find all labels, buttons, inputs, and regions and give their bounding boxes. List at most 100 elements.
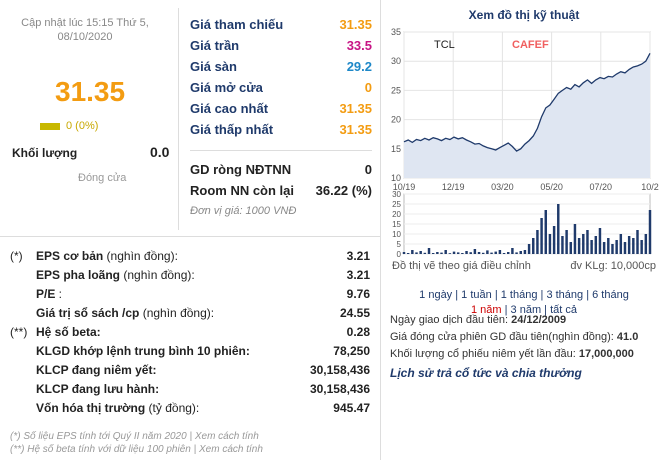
volume-bar bbox=[640, 240, 643, 254]
volume-value: 0.0 bbox=[150, 144, 170, 160]
fundamental-name: P/E bbox=[36, 286, 56, 301]
footnote-mark: (*) bbox=[10, 248, 23, 263]
fundamental-value: 30,158,436 bbox=[309, 381, 370, 396]
fundamental-value: 30,158,436 bbox=[309, 362, 370, 377]
volume-bar bbox=[415, 252, 418, 254]
volume-bar bbox=[590, 240, 593, 254]
range-option[interactable]: 3 tháng bbox=[546, 289, 584, 301]
x-tick-label: 05/20 bbox=[540, 182, 563, 192]
fundamental-label: KLCP đang niêm yết: bbox=[10, 363, 156, 377]
volume-bar bbox=[423, 252, 427, 254]
volume-bar bbox=[594, 236, 598, 254]
volume-bar bbox=[644, 234, 648, 254]
fundamental-value: 78,250 bbox=[333, 343, 370, 358]
fundamental-label: P/E : bbox=[10, 287, 62, 301]
volume-bar bbox=[406, 253, 410, 254]
listing-info: Ngày giao dịch đầu tiên: 24/12/2009 Giá … bbox=[390, 312, 638, 382]
footnote-mark bbox=[10, 401, 36, 415]
range-option[interactable]: tất cả bbox=[550, 304, 578, 316]
footnote-beta[interactable]: (**) Hệ số beta tính với dữ liệu 100 phi… bbox=[10, 444, 263, 455]
fundamental-value: 0.28 bbox=[346, 324, 370, 339]
price-value: 31.35 bbox=[339, 17, 372, 32]
volume-bar bbox=[448, 253, 452, 254]
footnote-eps[interactable]: (*) Số liệu EPS tính tới Quý II năm 2020… bbox=[10, 431, 259, 442]
volume-bar bbox=[519, 251, 522, 254]
volume-bar bbox=[532, 238, 535, 254]
volume-tick-label: 20 bbox=[392, 210, 401, 219]
price-row: Giá sàn 29.2 bbox=[190, 56, 372, 77]
volume-bar bbox=[569, 242, 573, 254]
fundamental-name: KLGD khớp lệnh trung bình 10 phiên: bbox=[36, 343, 250, 358]
footnote-mark: (**) bbox=[10, 324, 28, 339]
volume-bar bbox=[573, 224, 577, 254]
footnote-mark bbox=[10, 268, 36, 282]
volume-bar bbox=[427, 248, 431, 254]
fundamental-name: EPS pha loãng bbox=[36, 267, 121, 282]
volume-bar bbox=[582, 234, 585, 254]
divider bbox=[190, 150, 372, 151]
volume-bar bbox=[561, 236, 564, 254]
chart-title-link[interactable]: Xem đồ thị kỹ thuật bbox=[468, 8, 580, 22]
volume-bar bbox=[557, 204, 560, 254]
price-value: 33.5 bbox=[346, 38, 372, 53]
fundamental-label: Giá trị sổ sách /cp (nghìn đồng): bbox=[10, 306, 214, 320]
volume-bar bbox=[477, 252, 481, 254]
fundamental-name: Giá trị sổ sách /cp bbox=[36, 305, 140, 320]
fundamental-row: EPS pha loãng (nghìn đồng): 3.21 bbox=[10, 265, 370, 284]
current-price: 31.35 bbox=[55, 76, 126, 107]
fundamental-row: Vốn hóa thị trường (tỷ đồng): 945.47 bbox=[10, 398, 370, 417]
y-tick-label: 15 bbox=[391, 144, 401, 154]
fundamental-row: (*) EPS cơ bản (nghìn đồng): 3.21 bbox=[10, 246, 370, 265]
price-value: 29.2 bbox=[346, 59, 372, 74]
fundamental-label: KLGD khớp lệnh trung bình 10 phiên: bbox=[10, 344, 250, 358]
y-tick-label: 25 bbox=[391, 85, 401, 95]
footnote-mark bbox=[10, 344, 36, 358]
fundamentals-table: (*) EPS cơ bản (nghìn đồng): 3.21 EPS pha l… bbox=[10, 246, 370, 417]
x-tick-label: 03/20 bbox=[491, 182, 514, 192]
price-row: Giá trần 33.5 bbox=[190, 35, 372, 56]
volume-bar bbox=[598, 228, 602, 254]
fundamental-name: KLCP đang lưu hành: bbox=[36, 381, 160, 396]
volume-bar bbox=[577, 238, 581, 254]
change-value: 0 (0%) bbox=[66, 120, 99, 132]
footnote-mark bbox=[10, 287, 36, 301]
price-unit: Đơn vị giá: 1000 VNĐ bbox=[190, 205, 297, 217]
volume-bar bbox=[611, 244, 614, 254]
volume-tick-label: 30 bbox=[392, 190, 401, 199]
first-close-price: Giá đóng cửa phiên GD đầu tiên(nghìn đồn… bbox=[390, 331, 639, 343]
chart-note-volume-unit: đv KLg: 10,000cp bbox=[570, 260, 656, 272]
y-tick-label: 35 bbox=[391, 27, 401, 37]
change-bar-icon bbox=[40, 122, 60, 130]
dividend-history-link[interactable]: Lịch sử trả cổ tức và chia thưởng bbox=[390, 366, 582, 380]
volume-bar bbox=[544, 210, 547, 254]
x-tick-label: 10/2 bbox=[641, 182, 659, 192]
volume-bar bbox=[440, 252, 443, 254]
volume-tick-label: 15 bbox=[392, 220, 401, 229]
volume-bar bbox=[586, 230, 589, 254]
footnote-mark bbox=[10, 363, 36, 377]
volume-bar bbox=[536, 230, 539, 254]
range-option[interactable]: 1 tuần bbox=[461, 289, 492, 301]
price-row: Giá thấp nhất 31.35 bbox=[190, 119, 372, 140]
fundamental-row: KLGD khớp lệnh trung bình 10 phiên: 78,25… bbox=[10, 341, 370, 360]
price-change: 0 (0%) bbox=[40, 120, 98, 132]
fundamental-suffix: (tỷ đồng): bbox=[145, 400, 200, 415]
range-option[interactable]: 1 ngày bbox=[419, 289, 453, 301]
price-label: Giá tham chiếu bbox=[190, 17, 284, 32]
range-option[interactable]: 6 tháng bbox=[592, 289, 629, 301]
volume-bar bbox=[507, 252, 510, 254]
volume-bar bbox=[527, 244, 531, 254]
fundamental-name: Hệ số beta: bbox=[36, 324, 101, 339]
foreign-value: 0 bbox=[364, 162, 372, 177]
fundamental-name: Vốn hóa thị trường bbox=[36, 400, 146, 415]
volume-bar bbox=[473, 249, 477, 254]
range-option[interactable]: 1 tháng bbox=[500, 289, 538, 301]
range-option[interactable]: 1 năm bbox=[470, 304, 502, 316]
fundamental-row: Giá trị sổ sách /cp (nghìn đồng): 24.55 bbox=[10, 303, 370, 322]
range-option[interactable]: 3 năm bbox=[510, 304, 542, 316]
fundamental-value: 3.21 bbox=[346, 267, 370, 282]
volume-bar bbox=[490, 252, 493, 254]
chart-note-adjusted: Đồ thị vẽ theo giá điều chỉnh bbox=[392, 260, 531, 272]
price-value: 31.35 bbox=[339, 101, 372, 116]
